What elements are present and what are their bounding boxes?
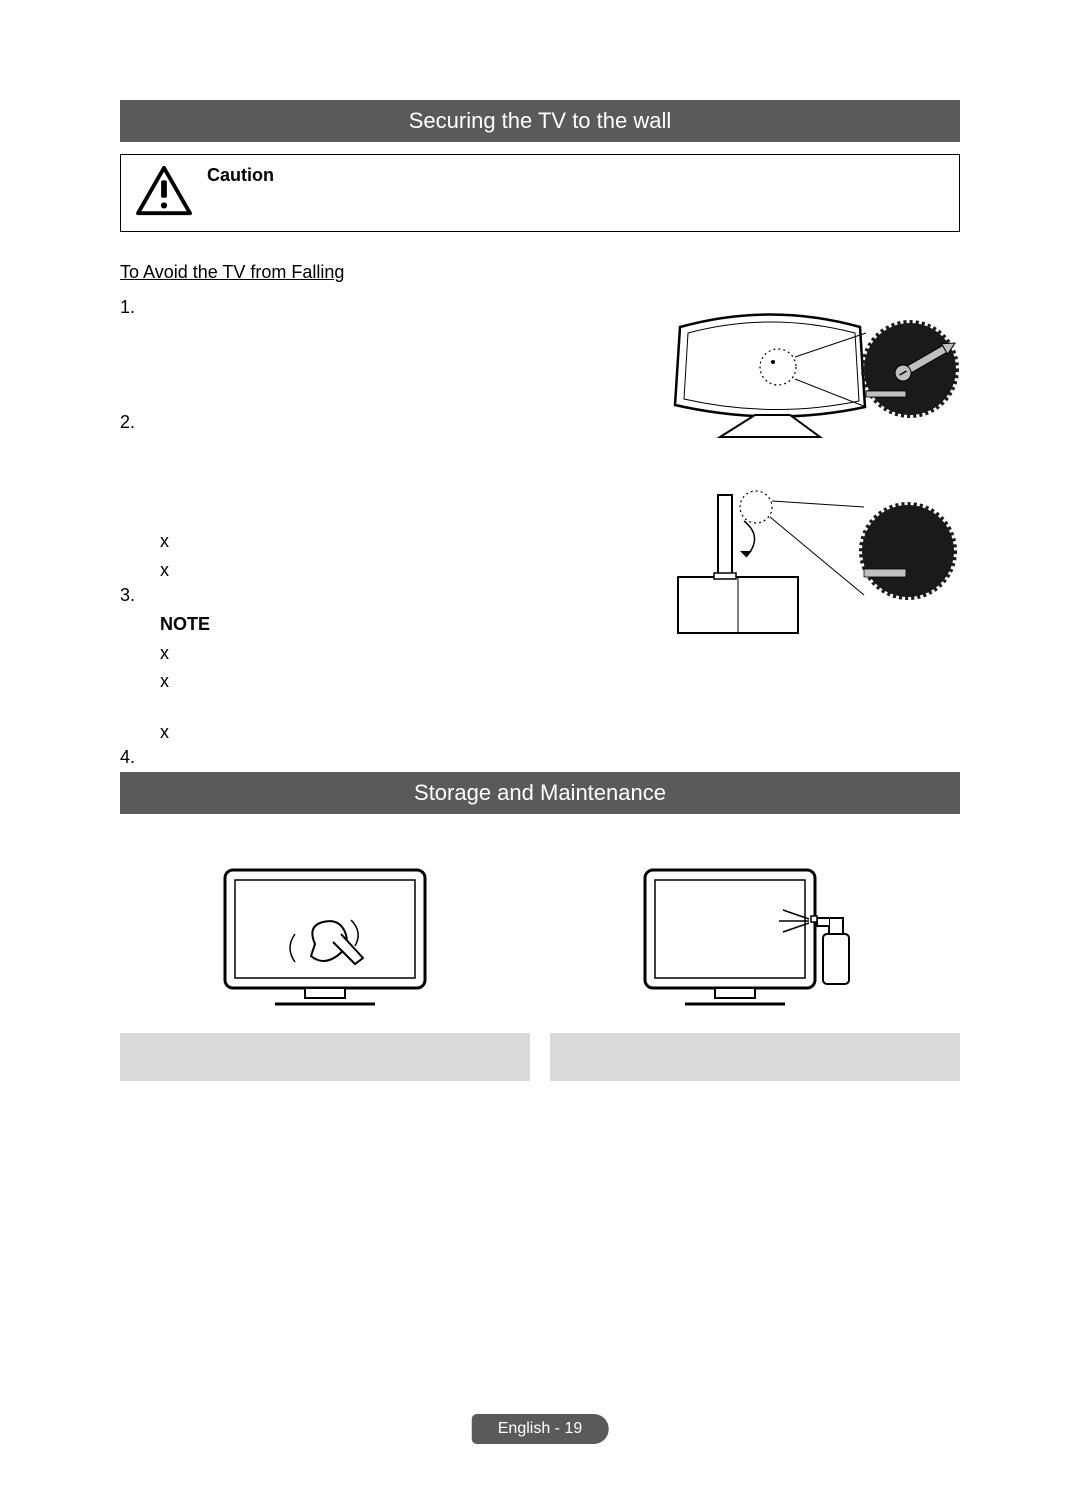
steps-column: 1. 2. x x 3. NOTE x x x 4. [120,297,636,772]
caution-label: Caution [207,165,274,186]
bullet-5: x [160,718,636,747]
storage-caption-right [550,1033,960,1081]
bullet-1: x [160,527,636,556]
section-banner-securing: Securing the TV to the wall [120,100,960,142]
subhead-avoid-falling: To Avoid the TV from Falling [120,262,960,283]
warning-triangle-icon [135,165,193,217]
storage-caption-row [120,1033,960,1081]
illustration-tv-spray-icon [635,854,875,1014]
step-2: 2. [120,412,636,433]
storage-caption-left [120,1033,530,1081]
caution-box: Caution [120,154,960,232]
note-label: NOTE [160,614,636,635]
storage-cell-right [550,854,960,1019]
section-banner-storage: Storage and Maintenance [120,772,960,814]
illustration-tv-stand-screw-icon [660,297,960,457]
storage-cell-left [120,854,530,1019]
step-1: 1. [120,297,636,318]
storage-illustration-row [120,854,960,1019]
bullet-3: x [160,639,636,668]
bullet-2: x [160,556,636,585]
illustration-tv-wipe-icon [205,854,445,1014]
step-4: 4. [120,747,636,768]
bullet-4: x [160,667,636,696]
illustration-tv-cabinet-screw-icon [660,477,960,637]
illustration-column [660,297,960,772]
content-row: 1. 2. x x 3. NOTE x x x 4. [120,297,960,772]
step-3: 3. [120,585,636,606]
page-number-badge: English - 19 [472,1414,609,1444]
